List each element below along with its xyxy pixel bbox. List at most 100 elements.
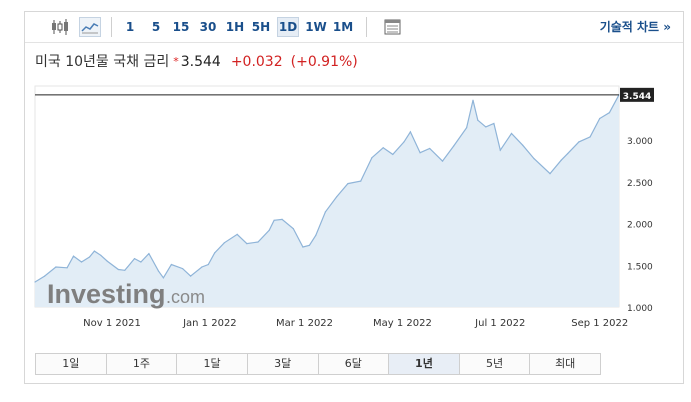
data-point	[93, 250, 95, 252]
data-point	[360, 180, 362, 182]
time-range-selector: 1일 1주 1달 3달 6달 1년 5년 최대	[35, 353, 601, 375]
data-point	[72, 255, 75, 257]
y-tick-label: 2.500	[627, 179, 653, 189]
range-button-7[interactable]: 최대	[530, 354, 600, 374]
y-tick-label: 2.000	[627, 221, 653, 231]
watermark-brand: Investing	[47, 279, 166, 309]
data-point	[472, 99, 474, 101]
interval-1min-button[interactable]: 1	[125, 20, 135, 34]
range-button-2[interactable]: 1달	[177, 354, 248, 374]
watermark-suffix: .com	[166, 287, 205, 307]
interval-1d-button[interactable]: 1D	[277, 17, 299, 37]
x-tick-label: Jan 1 2022	[182, 318, 237, 329]
data-point	[589, 136, 591, 138]
data-point	[336, 196, 338, 198]
technical-chart-link[interactable]: 기술적 차트 »	[599, 20, 671, 34]
price-change-percent: (+0.91%)	[290, 54, 358, 70]
y-tick-label: 1.000	[627, 304, 653, 314]
data-point	[55, 266, 57, 268]
data-point	[429, 147, 431, 150]
data-point	[207, 263, 209, 266]
table-view-icon[interactable]	[382, 17, 404, 37]
series-area	[35, 94, 619, 307]
data-point	[441, 160, 444, 162]
data-point	[214, 252, 216, 254]
chart-widget: 1 5 15 30 1H 5H 1D 1W 1M 기술적 차트 » 미국 10년…	[24, 11, 684, 384]
data-point	[88, 256, 91, 258]
data-point	[140, 261, 142, 263]
data-point	[485, 126, 487, 128]
last-value-badge	[620, 87, 654, 102]
data-point	[392, 153, 394, 155]
data-point	[268, 229, 270, 231]
data-point	[382, 147, 384, 149]
interval-1m-button[interactable]: 1M	[332, 20, 354, 34]
data-point	[499, 149, 501, 151]
x-tick-label: Jul 1 2022	[474, 318, 525, 329]
range-button-6[interactable]: 5년	[459, 354, 531, 374]
interval-5min-button[interactable]: 5	[151, 20, 161, 34]
data-point	[170, 263, 172, 266]
data-point	[608, 112, 611, 114]
data-point	[347, 183, 349, 185]
data-point	[549, 173, 551, 175]
data-point	[257, 241, 259, 243]
data-point	[533, 158, 535, 160]
data-point	[371, 157, 373, 159]
interval-5h-button[interactable]: 5H	[251, 20, 271, 34]
range-button-3[interactable]: 3달	[247, 354, 319, 374]
range-button-4[interactable]: 6달	[318, 354, 390, 374]
price-change: +0.032	[230, 54, 283, 70]
data-point	[510, 132, 513, 135]
x-tick-label: Nov 1 2021	[83, 318, 141, 329]
toolbar-divider	[111, 17, 112, 37]
series-line	[34, 94, 620, 283]
investing-watermark: Investing .com	[47, 279, 205, 309]
instrument-name: 미국 10년물 국채 금리	[35, 54, 170, 70]
delayed-data-marker: *	[173, 55, 179, 68]
data-point	[477, 119, 479, 121]
data-point	[124, 269, 126, 271]
x-tick-label: May 1 2022	[373, 318, 432, 329]
data-point	[419, 152, 421, 154]
range-button-0[interactable]: 1일	[36, 354, 107, 374]
data-point	[117, 268, 119, 271]
data-point	[567, 153, 569, 155]
candlestick-icon[interactable]	[49, 17, 71, 37]
interval-1h-button[interactable]: 1H	[225, 20, 245, 34]
data-point	[308, 244, 310, 246]
data-point	[162, 277, 164, 279]
interval-15min-button[interactable]: 15	[172, 20, 190, 34]
data-point	[223, 242, 225, 244]
data-point	[403, 141, 405, 143]
data-point	[522, 144, 524, 146]
data-point	[246, 243, 248, 245]
data-point	[106, 260, 108, 262]
line-chart-icon[interactable]	[79, 17, 101, 37]
interval-1w-button[interactable]: 1W	[305, 20, 327, 34]
data-point	[578, 141, 580, 143]
price-chart[interactable]: 3.544 1.000 1.500 2.000 2.500 3.000 Nov 1 2021…	[25, 78, 683, 340]
range-button-1[interactable]: 1주	[106, 354, 178, 374]
toolbar-divider	[366, 17, 367, 37]
data-point	[315, 234, 317, 236]
data-point	[281, 218, 283, 220]
data-point	[236, 233, 238, 235]
data-point	[34, 281, 36, 283]
instrument-header: 미국 10년물 국채 금리 * 3.544 +0.032 (+0.91%)	[35, 52, 358, 72]
data-point	[453, 145, 455, 147]
data-point	[324, 211, 326, 213]
data-point	[157, 270, 160, 272]
y-tick-label: 3.000	[627, 137, 653, 147]
data-point	[493, 122, 495, 125]
data-point	[100, 254, 102, 256]
range-button-5[interactable]: 1년	[389, 354, 460, 374]
last-price: 3.544	[180, 54, 221, 70]
data-point	[190, 275, 192, 277]
data-point	[273, 219, 275, 221]
data-point	[133, 258, 136, 260]
data-point	[44, 275, 46, 277]
interval-30min-button[interactable]: 30	[199, 20, 217, 34]
chart-toolbar: 1 5 15 30 1H 5H 1D 1W 1M 기술적 차트 »	[25, 12, 683, 43]
data-point	[182, 268, 184, 270]
